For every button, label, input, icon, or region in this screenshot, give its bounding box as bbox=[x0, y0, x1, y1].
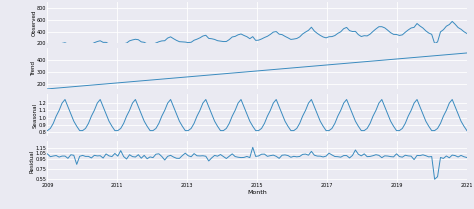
Y-axis label: Trend: Trend bbox=[31, 61, 36, 76]
Y-axis label: Seasonal: Seasonal bbox=[33, 102, 38, 128]
Y-axis label: Residual: Residual bbox=[30, 150, 35, 173]
X-axis label: Month: Month bbox=[247, 190, 267, 195]
Y-axis label: Observed: Observed bbox=[31, 10, 36, 36]
